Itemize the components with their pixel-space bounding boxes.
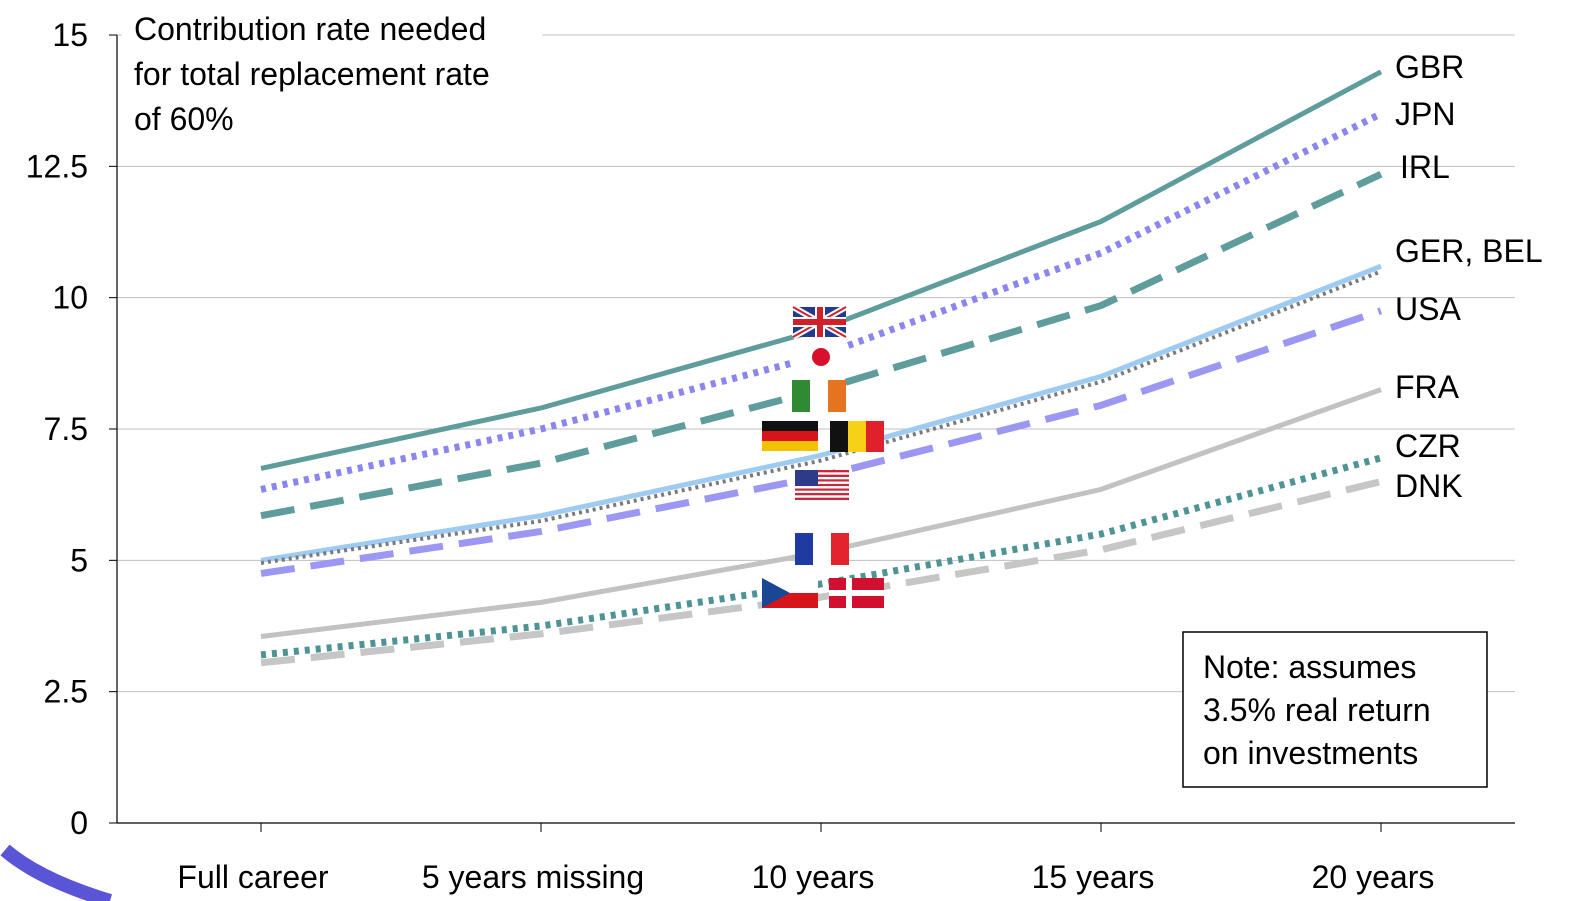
flag-usa-stripe-white (795, 477, 849, 480)
flag-jpn-disc (812, 348, 830, 366)
flag-bel-black (830, 421, 848, 452)
flag-fra-blue (795, 533, 813, 565)
x-tick-label: 15 years (1032, 859, 1155, 895)
flag-usa-stripe-white (795, 472, 849, 475)
x-tick-label: 20 years (1312, 859, 1435, 895)
flag-gbr (791, 304, 848, 340)
flag-usa-stripe (795, 483, 849, 487)
series-line (260, 263, 1382, 563)
flags (762, 304, 884, 608)
flag-irl (792, 380, 846, 412)
annotation-background (122, 8, 542, 136)
note-line: Note: assumes (1203, 649, 1416, 685)
flag-fra (795, 533, 849, 565)
flag-dnk-cross (829, 590, 884, 596)
series-line (260, 269, 1382, 565)
series-line (260, 454, 1382, 659)
flag-dnk (829, 578, 884, 608)
flag-bel-yellow (848, 421, 866, 452)
flag-ger-red (762, 431, 818, 441)
note-line: 3.5% real return (1203, 692, 1431, 728)
flag-usa-stripe (795, 470, 849, 473)
flag-ger-black (762, 421, 818, 431)
note-line: on investments (1203, 735, 1418, 771)
flag-czr (762, 578, 818, 608)
series-label: GBR (1395, 49, 1464, 85)
series-label: GER, BEL (1395, 233, 1543, 269)
corner-decoration (0, 844, 113, 901)
x-tick-label: Full career (177, 859, 329, 895)
series-label: DNK (1395, 468, 1463, 504)
flag-usa (795, 470, 849, 500)
flag-usa-stripe-white (795, 481, 849, 484)
y-tick-label: 10 (52, 280, 88, 316)
flag-usa-stripe-white (795, 490, 849, 493)
series-line (260, 478, 1382, 667)
annotation-line: of 60% (134, 101, 234, 137)
chart-annotation: Contribution rate needed for total replac… (122, 8, 542, 137)
flag-irl-green (792, 380, 810, 412)
flag-gbr-cross-red (793, 319, 846, 325)
x-tick-label: 10 years (752, 859, 875, 895)
series-label: CZR (1395, 428, 1461, 464)
y-tick-label: 15 (52, 17, 88, 53)
series-labels: GBR JPN IRL GER, BEL USA FRA CZR DNK (1395, 49, 1543, 504)
note-box: Note: assumes 3.5% real return on investme… (1182, 631, 1488, 788)
annotation-line: for total replacement rate (134, 56, 490, 92)
y-tick-label: 7.5 (44, 411, 88, 447)
x-axis-ticks: Full career 5 years missing 10 years 15 yea… (177, 823, 1434, 895)
note-border (1182, 631, 1488, 788)
flag-bel-red (866, 421, 884, 452)
flag-usa-stripe (795, 479, 849, 482)
flag-czr-triangle (762, 578, 790, 608)
flag-irl-orange (828, 380, 846, 412)
series-label: IRL (1400, 149, 1450, 185)
series-label: JPN (1395, 96, 1455, 132)
flag-jpn (795, 342, 847, 373)
series-label: FRA (1395, 369, 1460, 405)
flag-usa-stripe (795, 497, 849, 500)
x-tick-label: 5 years missing (422, 859, 644, 895)
y-tick-label: 5 (70, 542, 88, 578)
y-tick-label: 0 (70, 805, 88, 841)
flag-usa-stripe (795, 493, 849, 496)
flag-usa-canton (795, 470, 818, 486)
flag-ger-gold (762, 441, 818, 451)
flag-usa-stripe-white (795, 495, 849, 498)
flag-fra-white (813, 533, 831, 565)
flag-irl-white (810, 380, 828, 412)
series-label: USA (1395, 291, 1461, 327)
flag-ger (762, 421, 818, 451)
y-axis-ticks: 0 2.5 5 7.5 10 12.5 15 (26, 17, 117, 841)
flag-bel (830, 421, 884, 452)
flag-usa-stripe (795, 474, 849, 477)
flag-usa-stripe (795, 488, 849, 491)
y-tick-label: 12.5 (26, 148, 88, 184)
y-tick-label: 2.5 (44, 674, 88, 710)
flag-fra-red (831, 533, 849, 565)
annotation-line: Contribution rate needed (134, 11, 486, 47)
flag-usa-stripe-white (795, 486, 849, 489)
